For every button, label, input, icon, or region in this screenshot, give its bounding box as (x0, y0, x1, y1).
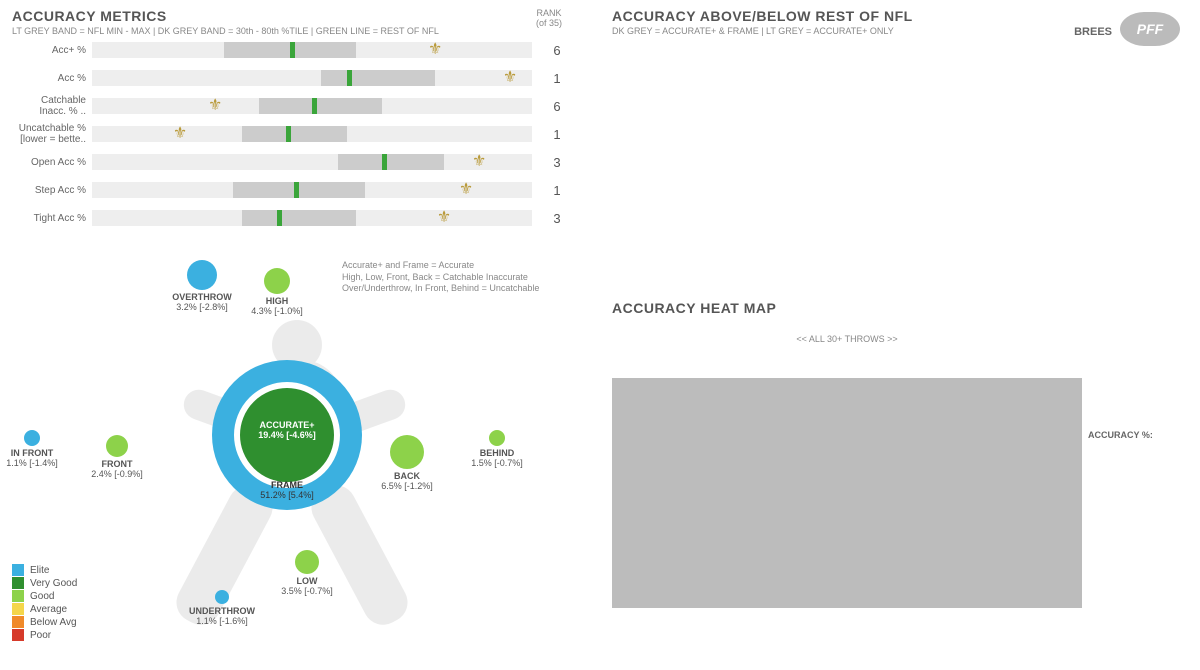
metric-rank: 1 (532, 127, 582, 142)
fleur-marker-icon: ⚜ (425, 40, 445, 60)
fleur-marker-icon: ⚜ (469, 152, 489, 172)
player-name: BREES (1074, 26, 1112, 38)
accuracy-metrics-panel: ACCURACY METRICS LT GREY BAND = NFL MIN … (12, 8, 582, 232)
line-chart-svg (612, 48, 1172, 268)
legend-row: Very Good (12, 577, 77, 589)
metric-row: Catchable Inacc. % .. ⚜ 6 (12, 92, 582, 120)
fleur-marker-icon: ⚜ (434, 208, 454, 228)
legend-row: Below Avg (12, 616, 77, 628)
metric-label: Uncatchable % [lower = bette.. (12, 123, 92, 145)
heatmap-title: ACCURACY HEAT MAP (612, 300, 1188, 316)
rank-header: RANK (536, 8, 562, 18)
metric-row: Open Acc % ⚜ 3 (12, 148, 582, 176)
metric-rows: Acc+ % ⚜ 6 Acc % ⚜ 1 Catchable Inacc. % .. ⚜ 6 Un… (12, 36, 582, 232)
metric-label: Open Acc % (12, 157, 92, 168)
metric-rank: 6 (532, 43, 582, 58)
metric-rank: 1 (532, 183, 582, 198)
legend-row: Average (12, 603, 77, 615)
metric-rank: 3 (532, 155, 582, 170)
accuracy-heatmap-panel: ACCURACY HEAT MAP << ALL 30+ THROWS >> A… (612, 300, 1188, 644)
target-node: IN FRONT1.1% [-1.4%] (0, 430, 77, 468)
target-legend: EliteVery GoodGoodAverageBelow AvgPoor (12, 563, 77, 642)
legend-row: Elite (12, 564, 77, 576)
metric-bar: ⚜ (92, 210, 532, 226)
metric-rank: 1 (532, 71, 582, 86)
target-node: UNDERTHROW1.1% [-1.6%] (177, 590, 267, 626)
heatmap-throws-label: << ALL 30+ THROWS >> (612, 334, 1082, 344)
metric-label: Catchable Inacc. % .. (12, 95, 92, 117)
target-note: Accurate+ and Frame = Accurate High, Low… (342, 260, 539, 295)
fleur-marker-icon: ⚜ (170, 124, 190, 144)
target-node: BACK6.5% [-1.2%] (362, 435, 452, 491)
metric-rank: 6 (532, 99, 582, 114)
metric-label: Acc+ % (12, 45, 92, 56)
accuracy-line-panel: ACCURACY ABOVE/BELOW REST OF NFL DK GREY… (612, 8, 1188, 268)
legend-row: Good (12, 590, 77, 602)
fleur-marker-icon: ⚜ (456, 180, 476, 200)
legend-row: Poor (12, 629, 77, 641)
target-node: BEHIND1.5% [-0.7%] (452, 430, 542, 468)
pff-logo-icon: PFF (1120, 12, 1180, 46)
center-labels: ACCURATE+ 19.4% [-4.6%] FRAME 51.2% [5.4… (212, 420, 362, 500)
metric-bar: ⚜ (92, 182, 532, 198)
metric-row: Acc+ % ⚜ 6 (12, 36, 582, 64)
metric-row: Uncatchable % [lower = bette.. ⚜ 1 (12, 120, 582, 148)
accuracy-target-panel: Accurate+ and Frame = Accurate High, Low… (12, 260, 582, 660)
metric-row: Tight Acc % ⚜ 3 (12, 204, 582, 232)
metric-label: Step Acc % (12, 185, 92, 196)
heatmap-legend: ACCURACY %: (1088, 430, 1188, 442)
metric-bar: ⚜ (92, 98, 532, 114)
heatmap-field (612, 378, 1082, 608)
target-node: HIGH4.3% [-1.0%] (232, 268, 322, 316)
rank-of: (of 35) (536, 18, 562, 28)
metric-bar: ⚜ (92, 126, 532, 142)
metric-bar: ⚜ (92, 154, 532, 170)
metric-bar: ⚜ (92, 70, 532, 86)
metrics-subtitle: LT GREY BAND = NFL MIN - MAX | DK GREY B… (12, 26, 439, 36)
metric-row: Acc % ⚜ 1 (12, 64, 582, 92)
line-title: ACCURACY ABOVE/BELOW REST OF NFL (612, 8, 1188, 24)
metric-bar: ⚜ (92, 42, 532, 58)
fleur-marker-icon: ⚜ (500, 68, 520, 88)
metrics-title: ACCURACY METRICS (12, 8, 439, 24)
fleur-marker-icon: ⚜ (205, 96, 225, 116)
metric-row: Step Acc % ⚜ 1 (12, 176, 582, 204)
metric-label: Acc % (12, 73, 92, 84)
metric-label: Tight Acc % (12, 213, 92, 224)
target-node: FRONT2.4% [-0.9%] (72, 435, 162, 479)
target-node: LOW3.5% [-0.7%] (262, 550, 352, 596)
metric-rank: 3 (532, 211, 582, 226)
